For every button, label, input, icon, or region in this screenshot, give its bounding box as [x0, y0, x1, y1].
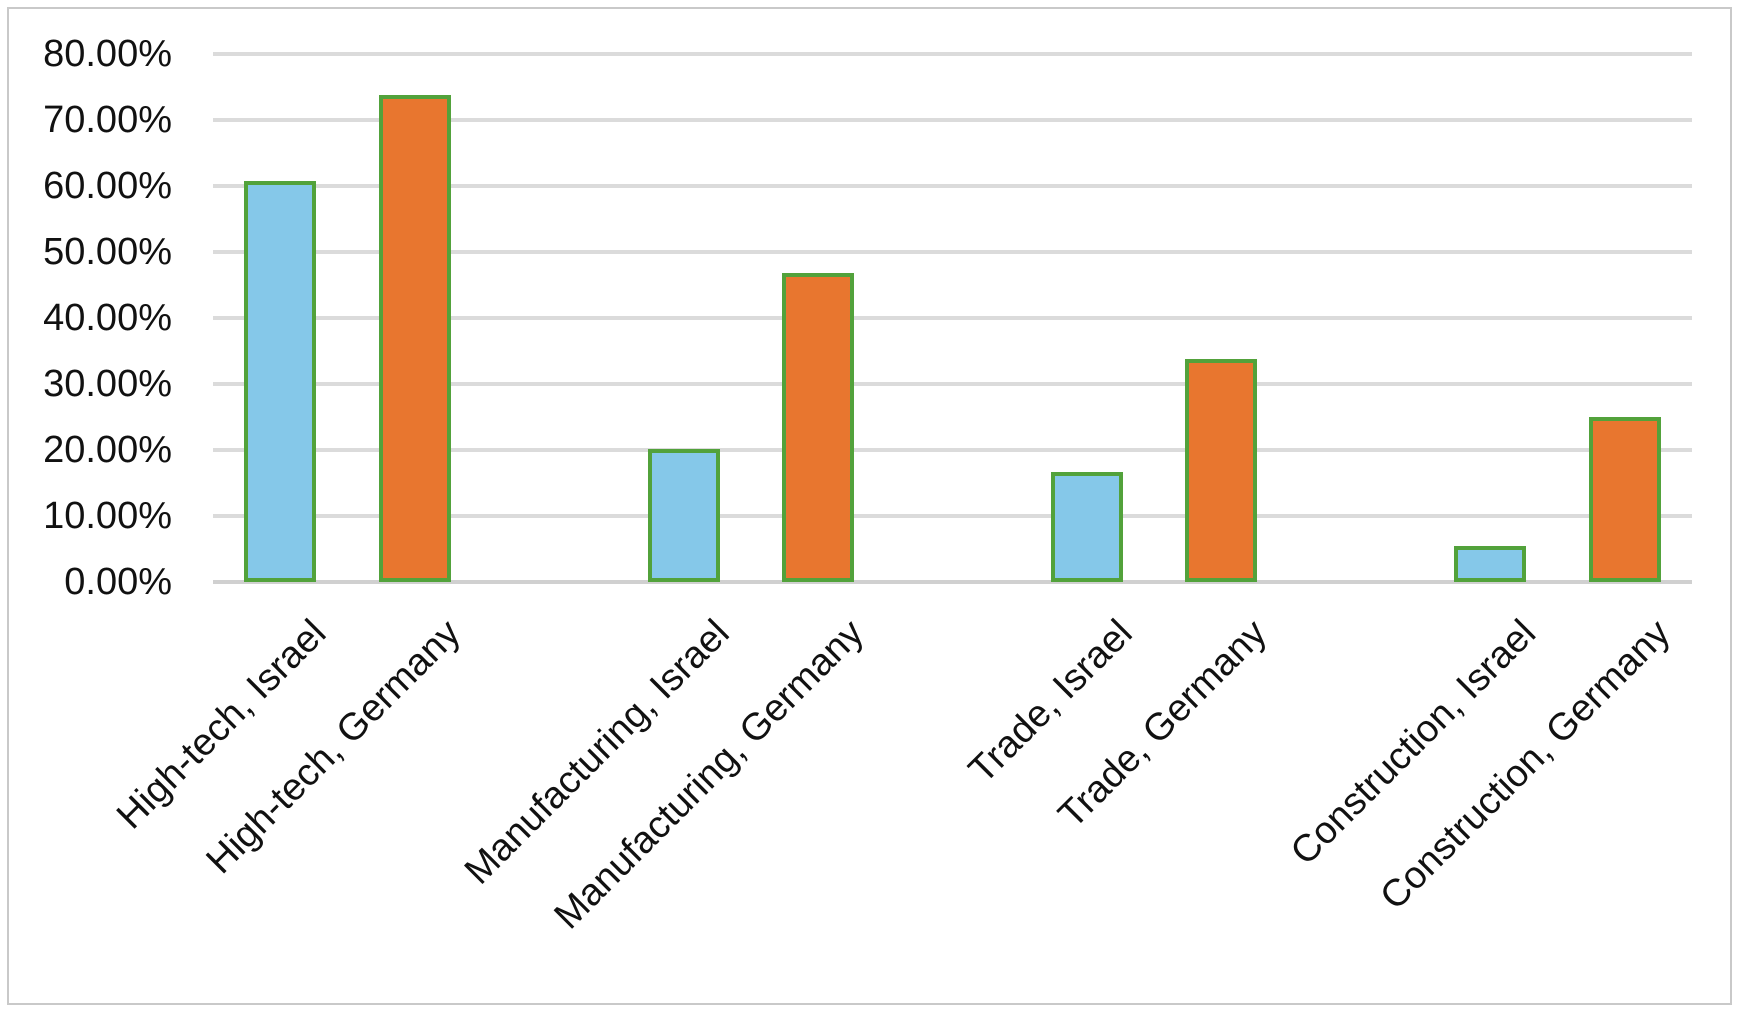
gridline-80 [213, 52, 1692, 56]
gridline-20 [213, 448, 1692, 452]
bar-trade-israel [1051, 472, 1123, 582]
gridline-60 [213, 184, 1692, 188]
bar-construction-germany [1589, 417, 1661, 582]
gridline-30 [213, 382, 1692, 386]
gridline-70 [213, 118, 1692, 122]
x-axis-line [213, 580, 1692, 584]
bar-trade-germany [1185, 359, 1257, 582]
bar-manufacturing-israel [648, 449, 720, 582]
y-tick-label-60: 60.00% [43, 165, 172, 207]
gridline-10 [213, 514, 1692, 518]
y-tick-label-10: 10.00% [43, 495, 172, 537]
bar-construction-israel [1454, 546, 1526, 582]
y-tick-label-0: 0.00% [64, 561, 172, 603]
y-tick-label-30: 30.00% [43, 363, 172, 405]
gridline-40 [213, 316, 1692, 320]
y-tick-label-40: 40.00% [43, 297, 172, 339]
y-tick-label-20: 20.00% [43, 429, 172, 471]
gridline-50 [213, 250, 1692, 254]
y-tick-label-50: 50.00% [43, 231, 172, 273]
bar-high-tech-germany [379, 95, 451, 582]
y-tick-label-70: 70.00% [43, 99, 172, 141]
y-tick-label-80: 80.00% [43, 33, 172, 75]
bar-manufacturing-germany [782, 273, 854, 582]
bar-high-tech-israel [244, 181, 316, 582]
